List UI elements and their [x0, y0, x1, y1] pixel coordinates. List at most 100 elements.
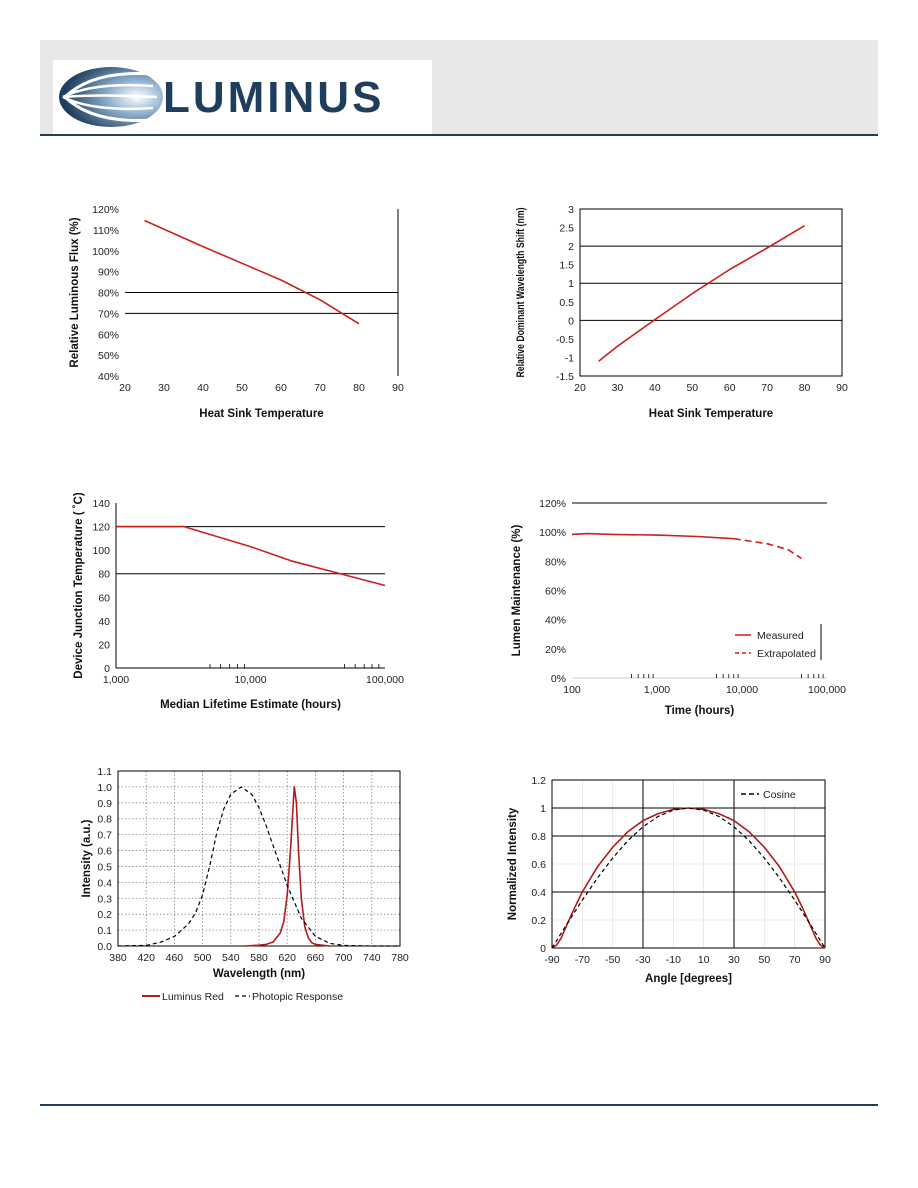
series-line-0 [244, 786, 330, 947]
y-tick-label: 0 [540, 943, 546, 955]
y-tick-label: 0.8 [97, 814, 112, 826]
series-line-1 [551, 807, 826, 949]
plot-frame [579, 208, 843, 377]
y-tick-label: 70% [98, 308, 119, 320]
y-tick-label: 40% [98, 371, 119, 383]
y-tick-label: 0 [104, 663, 110, 675]
x-tick-label: 1,000 [644, 684, 670, 696]
y-tick-label: 110% [93, 225, 119, 237]
x-tick-label: 40 [197, 382, 209, 394]
series-line-1 [733, 537, 802, 560]
series-line-0 [144, 219, 360, 325]
chart-flux-vs-temp: 20 30 40 50 60 70 80 90 40% 50% 60% 70% 80% 90% 100% 11… [69, 204, 404, 420]
x-tick-label: 20 [119, 382, 131, 394]
y-axis-title: Normalized Intensity [507, 807, 519, 920]
x-tick-label: 460 [166, 952, 184, 964]
y-axis-title: Relative Dominant Wavelength Shift (nm) [515, 207, 527, 377]
logo-wordmark: LUMINUS [163, 73, 385, 122]
x-axis-title: Time (hours) [665, 705, 735, 717]
x-axis-title: Heat Sink Temperature [649, 408, 773, 420]
y-tick-label: 60% [98, 329, 119, 341]
y-tick-label: 1.5 [559, 260, 574, 272]
luminus-logo: LUMINUS [53, 60, 432, 135]
y-tick-label: 0.6 [531, 859, 546, 871]
y-tick-label: 80 [98, 569, 110, 581]
y-tick-label: 120% [539, 498, 566, 510]
x-tick-label: 40 [649, 382, 661, 394]
x-tick-label: 80 [353, 382, 365, 394]
y-tick-label: 80% [545, 556, 566, 568]
y-tick-label: 3 [568, 204, 574, 216]
y-tick-label: 0.4 [531, 887, 546, 899]
x-tick-label: 10 [698, 954, 710, 966]
y-tick-label: 40 [98, 616, 110, 628]
legend-label: Photopic Response [252, 991, 343, 1003]
y-tick-label: 1.1 [97, 766, 112, 778]
x-tick-label: -50 [605, 954, 620, 966]
y-axis-title: Intensity (a.u.) [81, 819, 93, 897]
x-tick-label: -10 [666, 954, 681, 966]
y-tick-label: 0 [568, 315, 574, 327]
x-tick-label: 660 [307, 952, 325, 964]
x-tick-label: -30 [635, 954, 650, 966]
x-tick-label: 90 [836, 382, 848, 394]
header-rule [40, 134, 878, 136]
legend-label: Cosine [763, 789, 796, 801]
y-tick-label: 100% [539, 527, 566, 539]
y-tick-label: 120% [92, 204, 119, 216]
y-tick-label: 140 [92, 498, 110, 510]
y-tick-label: 1.0 [97, 782, 112, 794]
y-tick-label: 0.8 [531, 831, 546, 843]
y-axis-title: Relative Luminous Flux (%) [69, 217, 81, 367]
x-tick-label: 740 [363, 952, 381, 964]
x-tick-label: 620 [278, 952, 296, 964]
y-tick-label: 100% [92, 246, 119, 258]
x-tick-label: 60 [724, 382, 736, 394]
chart-junction-temp-vs-lifetime: 1,000 10,000 100,000 0 20 40 60 80 100 120 140 Medi… [73, 493, 404, 711]
y-tick-label: 2 [568, 241, 574, 253]
y-tick-label: 2.5 [559, 223, 574, 235]
y-tick-label: 1 [568, 278, 574, 290]
x-tick-label: 90 [819, 954, 831, 966]
y-tick-label: 40% [545, 615, 566, 627]
y-tick-label: 0.5 [559, 297, 574, 309]
chart-lumen-maintenance: 100 1,000 10,000 100,000 0% 20% 40% 60% 80% 100% 1… [511, 498, 846, 717]
x-tick-label: 60 [275, 382, 287, 394]
x-tick-label: 1,000 [103, 674, 129, 686]
x-tick-label: 70 [314, 382, 326, 394]
x-tick-label: 380 [109, 952, 127, 964]
y-tick-label: 0.2 [97, 909, 112, 921]
y-tick-label: -0.5 [556, 334, 574, 346]
y-tick-label: 0.4 [97, 877, 112, 889]
x-tick-label: 100 [563, 684, 581, 696]
chart-radiation-pattern: -90 -70 -50 -30 -10 10 30 50 70 90 0 0.2 0.4 0.6 0.8 1 1… [507, 775, 831, 985]
y-tick-label: 20 [98, 639, 110, 651]
x-tick-label: 30 [612, 382, 624, 394]
y-tick-label: 0.9 [97, 798, 112, 810]
series-line-0 [571, 532, 734, 540]
x-tick-label: 100,000 [808, 684, 846, 696]
y-tick-label: 50% [98, 350, 119, 362]
x-axis-title: Median Lifetime Estimate (hours) [160, 699, 341, 711]
y-tick-label: 0.2 [531, 915, 546, 927]
x-tick-label: 70 [789, 954, 801, 966]
y-tick-label: 0.7 [97, 830, 112, 842]
x-tick-label: 70 [761, 382, 773, 394]
legend-label: Extrapolated [757, 648, 816, 660]
x-tick-label: 780 [391, 952, 409, 964]
y-tick-label: -1 [565, 352, 574, 364]
x-axis-title: Heat Sink Temperature [199, 408, 323, 420]
x-tick-label: 30 [158, 382, 170, 394]
x-tick-label: -90 [544, 954, 559, 966]
footer-rule [40, 1104, 878, 1106]
legend-box [737, 782, 821, 804]
x-axis-title: Angle [degrees] [645, 973, 732, 985]
series-line-0 [116, 525, 386, 587]
x-tick-label: 10,000 [234, 674, 266, 686]
y-tick-label: 0% [551, 673, 566, 685]
y-tick-label: 100 [92, 545, 110, 557]
y-axis-title: Device Junction Temperature ( ˚C) [73, 493, 85, 679]
y-tick-label: -1.5 [556, 371, 574, 383]
legend-label: Measured [757, 630, 804, 642]
x-tick-label: 50 [758, 954, 770, 966]
